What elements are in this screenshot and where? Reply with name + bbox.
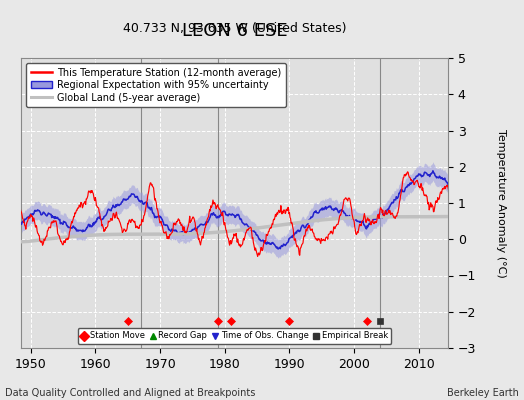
Legend: Station Move, Record Gap, Time of Obs. Change, Empirical Break: Station Move, Record Gap, Time of Obs. C… <box>78 328 391 344</box>
Text: Data Quality Controlled and Aligned at Breakpoints: Data Quality Controlled and Aligned at B… <box>5 388 256 398</box>
Title: LEON 6 ESE: LEON 6 ESE <box>182 22 287 40</box>
Text: Berkeley Earth: Berkeley Earth <box>447 388 519 398</box>
Y-axis label: Temperature Anomaly (°C): Temperature Anomaly (°C) <box>496 129 506 277</box>
Text: 40.733 N, 93.635 W (United States): 40.733 N, 93.635 W (United States) <box>123 22 346 35</box>
